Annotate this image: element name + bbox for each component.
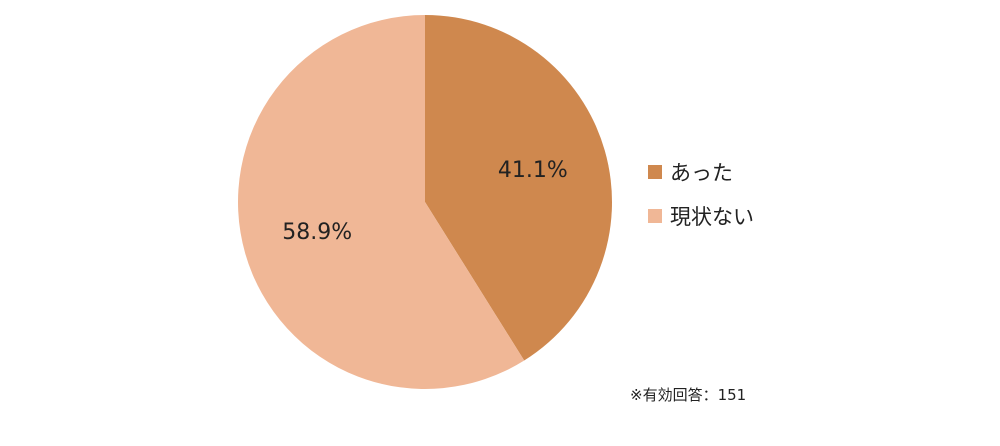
legend-item-genjou-nai: 現状ない bbox=[648, 202, 754, 230]
data-label-genjou-nai: 58.9% bbox=[282, 220, 352, 245]
pie-slices bbox=[237, 15, 612, 389]
sample-size-note: ※有効回答：151 bbox=[630, 386, 747, 404]
data-label-atta: 41.1% bbox=[498, 158, 568, 183]
pie-slice-atta bbox=[425, 15, 612, 361]
legend-swatch-genjou-nai bbox=[648, 209, 662, 223]
pie-labels: 41.1% 58.9% bbox=[282, 158, 568, 245]
legend-item-atta: あった bbox=[648, 158, 754, 186]
legend: あった 現状ない bbox=[648, 158, 754, 246]
pie-slice-genjou-nai bbox=[237, 15, 525, 389]
legend-label-genjou-nai: 現状ない bbox=[670, 205, 754, 229]
legend-label-atta: あった bbox=[670, 161, 733, 185]
legend-swatch-atta bbox=[648, 165, 662, 179]
